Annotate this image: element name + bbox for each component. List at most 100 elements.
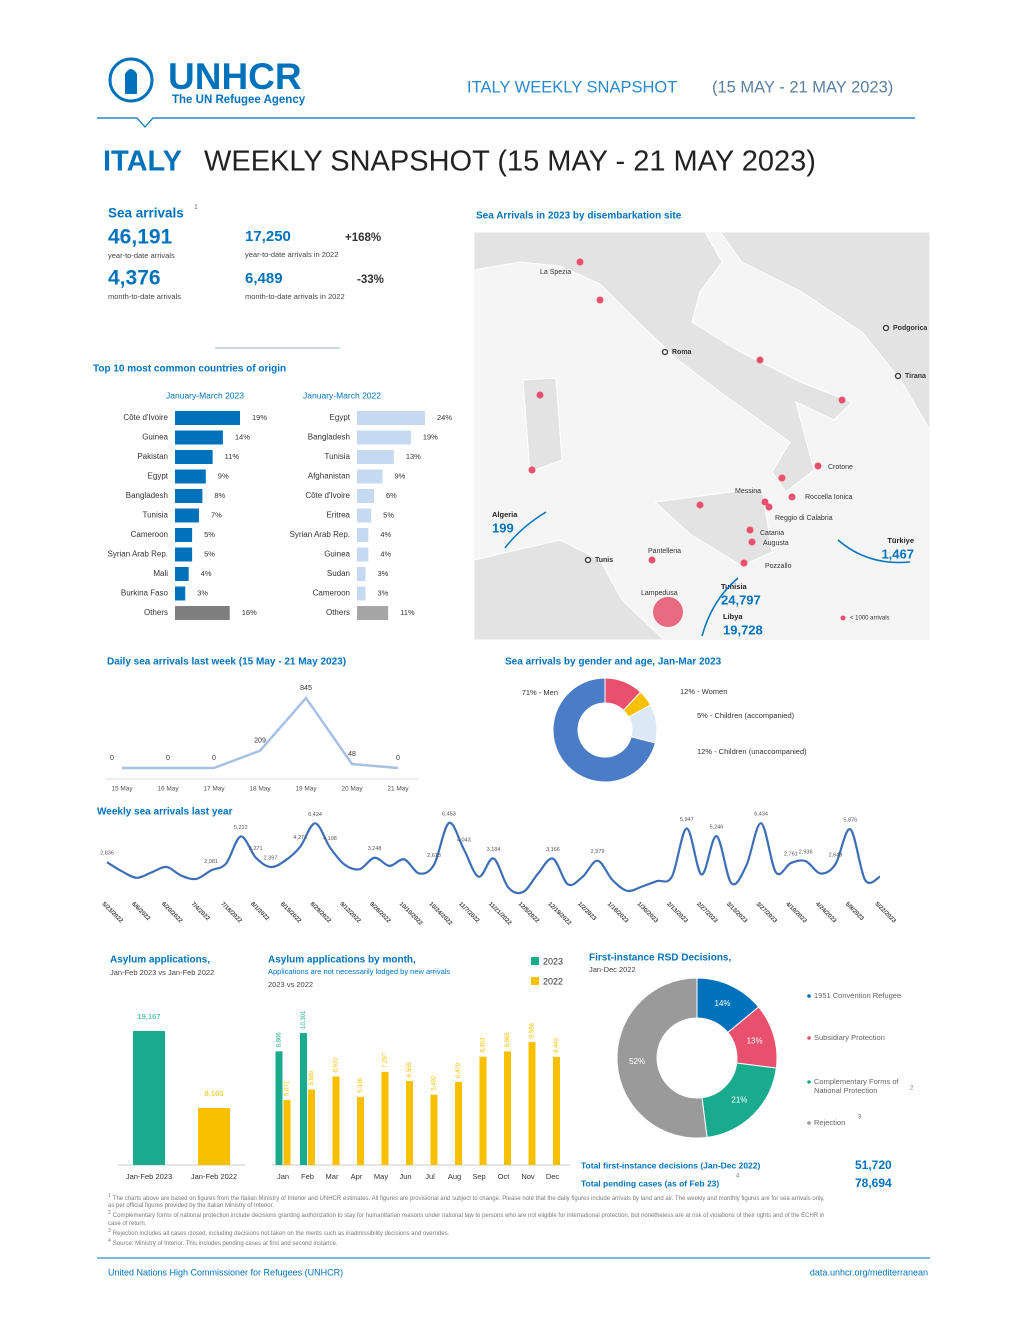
legend-bullet [807,994,811,998]
x-tick-label: 11/21/2022 [487,901,513,927]
bar [553,1056,560,1165]
site-dot [576,258,584,266]
legend-swatch [531,977,539,985]
footnote: 2 Complementary forms of national protect… [108,1210,828,1227]
place-label: Catania [760,530,784,537]
data-label: 5,212 [234,825,248,831]
value-label: 10,301 [301,1010,307,1029]
value-label: 6,910 [334,1057,340,1073]
x-tick-label: 21 May [387,786,409,793]
bar [357,567,366,581]
site-dot [696,501,704,509]
category-label: Bangladesh [308,433,350,442]
value-label: 9% [395,471,406,480]
data-label: 5,876 [843,818,857,824]
bar [504,1051,511,1165]
x-tick-label: 16 May [157,786,179,793]
header-rule [97,117,915,128]
footnote-text: Rejection includes all cases closed, inc… [112,1230,450,1237]
origin-label: Algeria [492,510,518,519]
footnote: 1 The charts above are based on figures f… [108,1193,828,1210]
data-label: 0 [166,755,170,762]
footnotes: 1 The charts above are based on figures f… [108,1193,828,1248]
chart-subtitle: January-March 2022 [303,390,381,400]
value-label: 19,167 [138,1012,161,1021]
x-tick-label: 2/27/2023 [695,901,719,925]
capital-marker [894,372,902,380]
bar [430,1094,438,1165]
chart-subtitle: Jan-Feb 2023 vs Jan-Feb 2022 [110,968,214,977]
data-label: 48 [348,751,356,758]
kpi-change: +168% [345,232,381,244]
footnote-text: Complementary forms of national protecti… [108,1213,825,1227]
site-dot [838,396,846,404]
place-label: Pozzallo [765,563,792,570]
origin-value: 1,467 [881,546,914,561]
bar [357,606,389,620]
data-label: 3,166 [546,847,560,853]
kpi-change: -33% [357,274,384,286]
data-label: 3,271 [249,846,263,852]
x-tick-label: 1/2/2023 [576,901,597,922]
capital-marker [584,556,592,564]
category-label: Burkina Faso [121,589,169,598]
value-label: 19% [252,413,267,422]
donut-slice [616,977,708,1139]
legend-label: 1951 Convention Refugee [814,991,902,1000]
bar [175,547,193,562]
x-tick-label: Jan [277,1172,289,1181]
site-dot [740,559,748,567]
bar [357,547,369,562]
data-label: 0 [396,755,400,762]
category-label: Pakistan [137,452,168,461]
donut-slice [627,704,658,744]
site-dot [761,498,769,506]
bar [528,1042,536,1165]
chart-subtitle: 2023 vs 2022 [268,980,313,989]
data-label: 6,434 [754,812,768,818]
kpi-label: year-to-date arrivals [108,251,175,260]
x-tick-label: Aug [448,1172,461,1181]
map-legend: < 1000 arrivals [850,616,890,622]
origin-value: 19,728 [723,622,763,637]
value-label: 3% [378,588,389,597]
data-label: 2,979 [591,849,605,855]
x-tick-label: Feb [301,1172,314,1181]
data-label: 3,184 [487,847,501,853]
kpi-value: 17,250 [245,228,291,245]
x-tick-label: 12/5/2022 [517,901,541,925]
chart-title: Daily sea arrivals last week (15 May - 2… [107,657,346,668]
bar [300,1033,307,1165]
value-label: 5,889 [309,1070,315,1086]
legend-label: 2022 [543,976,563,986]
x-tick-label: 3/27/2023 [755,901,779,925]
origin-label: Türkiye [887,536,914,545]
place-label: Tirana [905,373,926,380]
x-tick-label: 18 May [249,786,271,793]
x-tick-label: 9/26/2022 [368,901,392,925]
x-tick-label: 3/13/2023 [725,901,749,925]
footnote: 3 Rejection includes all cases closed, in… [108,1228,828,1238]
slice-label: 12% - Children (unaccompanied) [697,747,807,756]
value-label: 8,866 [277,1032,283,1048]
place-label: Reggio di Calabria [775,515,833,522]
footer-text: United Nations High Commissioner for Ref… [108,1267,343,1277]
category-label: Guinea [142,433,168,442]
bar [357,586,366,601]
bar [175,528,193,542]
land-shape [474,539,665,640]
chart-title: Sea arrivals by gender and age, Jan-Mar … [505,657,722,668]
slice-label: 52% [629,1057,645,1066]
value-label: 11% [400,608,415,617]
x-tick-label: 1/16/2023 [606,901,630,925]
kpi-value: 4,376 [108,267,161,290]
category-label: Cameroon [131,530,168,539]
kpi-value: 46,191 [108,226,173,249]
route-arrow [701,577,739,637]
total-label: Total first-instance decisions (Jan-Dec … [581,1160,761,1170]
value-label: 5% [204,549,215,558]
x-tick-label: 5/22/2023 [873,901,897,925]
x-tick-label: 5/8/2023 [844,901,865,922]
data-label: 0 [212,755,216,762]
x-tick-label: 6/20/2022 [160,901,184,925]
